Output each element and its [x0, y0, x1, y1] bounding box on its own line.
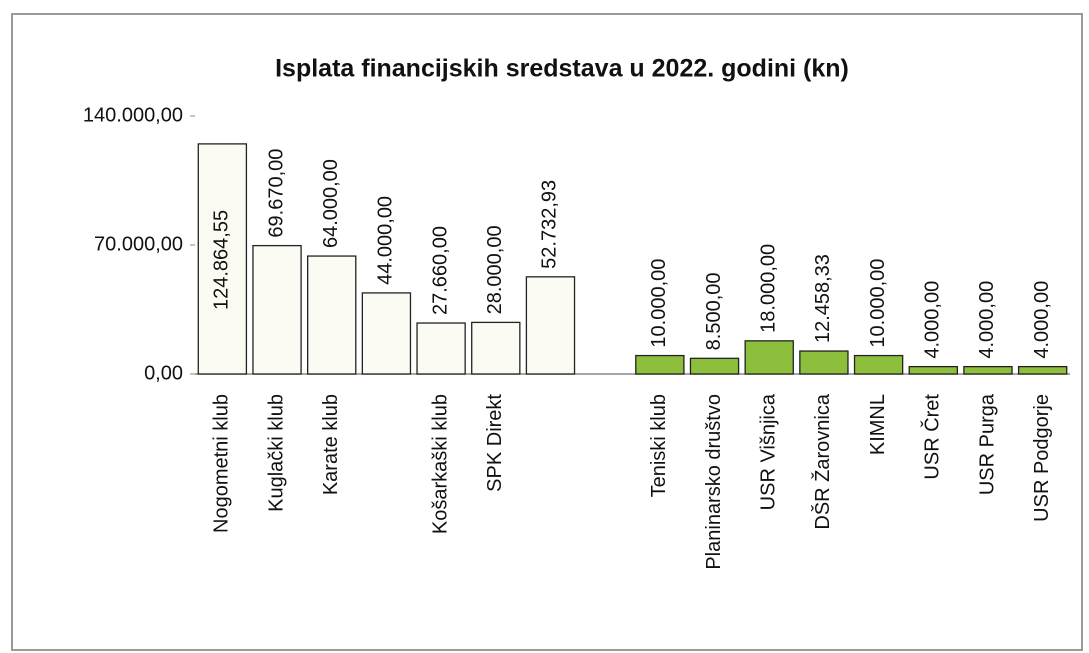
bar: [1017, 365, 1068, 375]
bar: [361, 292, 412, 375]
x-tick-label: Teniski klub: [648, 394, 670, 497]
data-label: 124.864,55: [211, 210, 233, 310]
x-tick-label: SPK Direkt: [484, 394, 506, 492]
bar: [252, 244, 302, 375]
x-tick-label: Košarkaški klub: [429, 394, 451, 534]
x-tick-label: Karate klub: [320, 394, 342, 495]
bar: [525, 276, 576, 375]
data-label: 44.000,00: [375, 196, 397, 285]
data-label: 4.000,00: [1031, 281, 1053, 359]
data-label: 64.000,00: [320, 159, 342, 248]
bar: [635, 354, 685, 375]
data-label: 10.000,00: [648, 259, 670, 348]
bar: [416, 322, 466, 375]
data-label: 27.660,00: [429, 226, 451, 315]
data-label: 18.000,00: [758, 244, 780, 333]
x-tick-label: USR Višnjica: [758, 393, 780, 510]
data-label: 4.000,00: [976, 281, 998, 359]
x-tick-label: DŠR Žarovnica: [811, 393, 834, 529]
bar: [744, 340, 794, 375]
y-tick-label: 140.000,00: [83, 104, 183, 126]
bar: [689, 357, 740, 375]
data-label: 10.000,00: [867, 259, 889, 348]
bar: [963, 365, 1013, 375]
x-tick-label: KIMNL: [867, 394, 889, 455]
data-label: 28.000,00: [484, 225, 506, 314]
x-tick-label: USR Čret: [921, 394, 944, 480]
bar: [908, 365, 958, 375]
data-label: 12.458,33: [812, 254, 834, 343]
chart-title: Isplata financijskih sredstava u 2022. g…: [275, 55, 849, 83]
bar: [307, 255, 357, 375]
x-tick-label: USR Purga: [976, 393, 998, 495]
x-tick-label: Nogometni klub: [211, 394, 233, 533]
data-label: 4.000,00: [922, 281, 944, 359]
bar: [853, 354, 904, 375]
data-label: 52.732,93: [539, 180, 561, 269]
x-tick-label: Kuglački klub: [265, 394, 287, 512]
data-label: 8.500,00: [703, 272, 725, 350]
y-tick-label: 70.000,00: [94, 233, 183, 255]
data-label: 69.670,00: [265, 149, 287, 238]
bar: [471, 321, 521, 375]
x-tick-label: Planinarsko društvo: [703, 394, 725, 570]
x-tick-label: USR Podgorje: [1031, 394, 1053, 522]
y-tick-label: 0,00: [144, 362, 183, 384]
bar: [197, 143, 248, 375]
bar: [799, 350, 849, 375]
